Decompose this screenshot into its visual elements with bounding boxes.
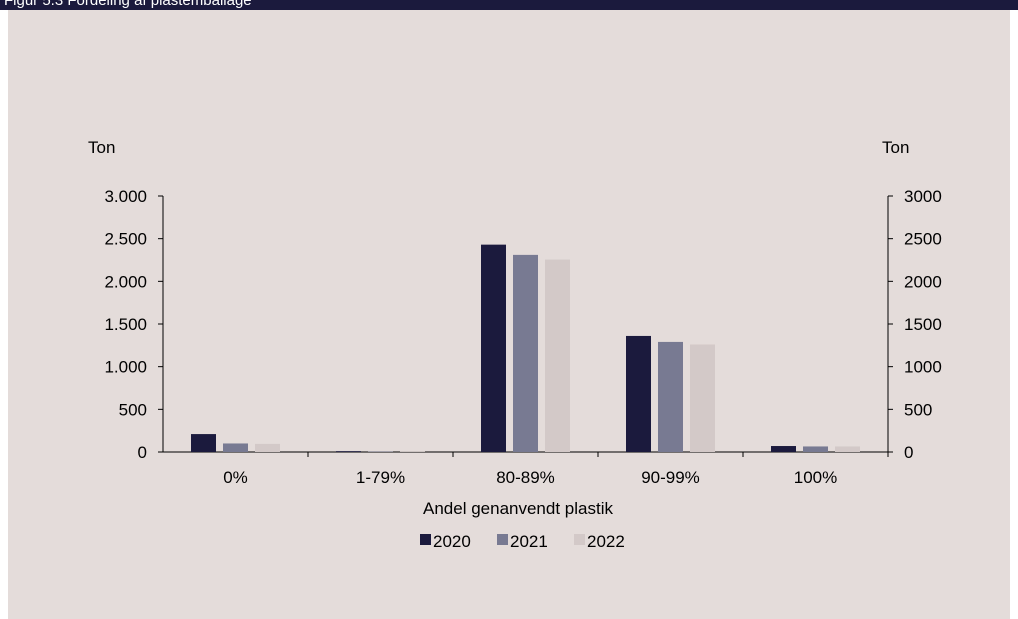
x-tick-label: 80-89%	[496, 468, 555, 487]
y-axis-label-right: Ton	[882, 138, 909, 157]
legend-swatch-2020	[420, 534, 431, 545]
y-tick-label-left: 500	[119, 400, 147, 419]
y-tick-label-left: 1.000	[104, 358, 147, 377]
y-tick-label-right: 1500	[904, 315, 942, 334]
legend-label-2020: 2020	[433, 532, 471, 551]
bar-2021-90-99%	[658, 341, 683, 452]
bar-2022-0%	[255, 443, 280, 452]
bar-2020-90-99%	[626, 335, 651, 452]
bar-2021-100%	[803, 446, 828, 452]
bar-2022-90-99%	[690, 344, 715, 452]
y-tick-label-left: 3.000	[104, 187, 147, 206]
legend-swatch-2021	[497, 534, 508, 545]
chart-panel	[8, 10, 1010, 619]
y-tick-label-right: 3000	[904, 187, 942, 206]
y-tick-label-right: 2000	[904, 272, 942, 291]
header-title: Figur 5.3 Fordeling af plastemballage	[4, 0, 252, 9]
y-tick-label-left: 2.000	[104, 272, 147, 291]
y-axis-label-left: Ton	[88, 138, 115, 157]
x-tick-label: 1-79%	[356, 468, 405, 487]
legend-label-2021: 2021	[510, 532, 548, 551]
legend-swatch-2022	[574, 534, 585, 545]
y-tick-label-left: 2.500	[104, 230, 147, 249]
header-bar: Figur 5.3 Fordeling af plastemballage	[0, 0, 1018, 10]
bar-2021-80-89%	[513, 254, 538, 452]
legend-label-2022: 2022	[587, 532, 625, 551]
bar-2020-1-79%	[336, 451, 361, 452]
y-tick-label-right: 2500	[904, 230, 942, 249]
bar-2022-80-89%	[545, 259, 570, 452]
x-tick-label: 90-99%	[641, 468, 700, 487]
bar-2020-100%	[771, 446, 796, 452]
bar-2020-80-89%	[481, 244, 506, 452]
y-tick-label-right: 1000	[904, 358, 942, 377]
x-tick-label: 100%	[794, 468, 837, 487]
bar-2022-100%	[835, 446, 860, 452]
x-axis-label: Andel genanvendt plastik	[423, 499, 613, 518]
bar-2021-0%	[223, 443, 248, 452]
y-tick-label-right: 0	[904, 443, 913, 462]
y-tick-label-right: 500	[904, 400, 932, 419]
y-tick-label-left: 1.500	[104, 315, 147, 334]
y-tick-label-left: 0	[138, 443, 147, 462]
bar-2020-0%	[191, 434, 216, 452]
x-tick-label: 0%	[223, 468, 248, 487]
